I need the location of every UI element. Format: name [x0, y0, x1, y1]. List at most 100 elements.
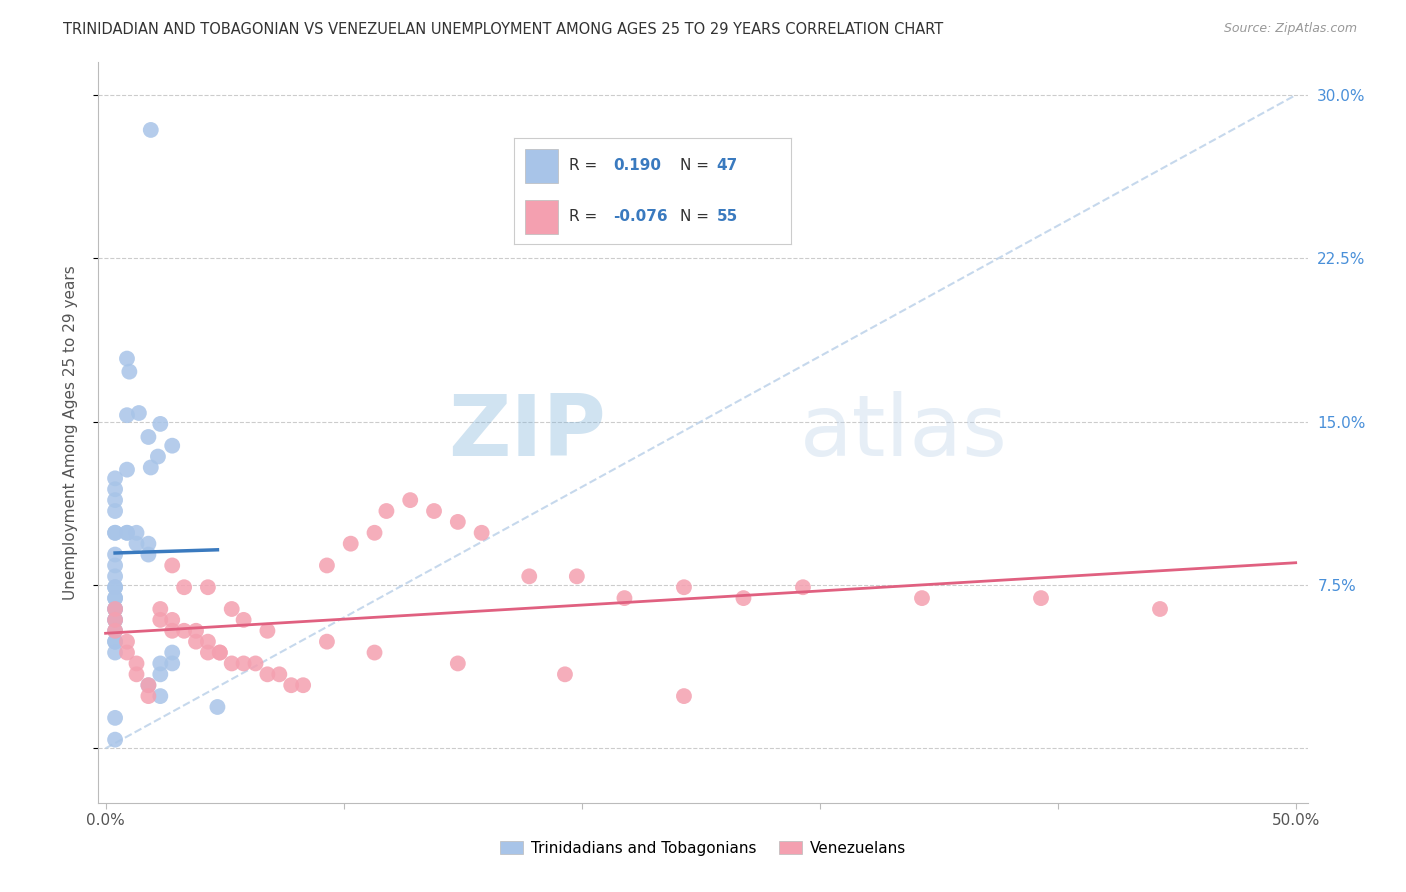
- Point: [115, 634, 138, 648]
- Point: [733, 591, 755, 606]
- Point: [197, 580, 219, 594]
- Point: [104, 624, 127, 638]
- Point: [104, 591, 127, 606]
- Point: [115, 525, 138, 540]
- Text: N =: N =: [681, 158, 714, 173]
- Point: [149, 657, 172, 671]
- Point: [104, 525, 127, 540]
- Point: [792, 580, 814, 594]
- Point: [399, 493, 422, 508]
- Point: [423, 504, 446, 518]
- Point: [363, 525, 385, 540]
- Point: [138, 678, 160, 692]
- Point: [104, 634, 127, 648]
- Point: [232, 613, 254, 627]
- Point: [104, 602, 127, 616]
- Point: [139, 460, 162, 475]
- Point: [138, 536, 160, 550]
- Point: [471, 525, 494, 540]
- Text: atlas: atlas: [800, 391, 1008, 475]
- Point: [447, 657, 470, 671]
- Point: [184, 634, 207, 648]
- Point: [207, 700, 229, 714]
- Point: [316, 634, 339, 648]
- Point: [197, 646, 219, 660]
- Text: -0.076: -0.076: [613, 210, 668, 224]
- Point: [256, 667, 278, 681]
- Point: [115, 646, 138, 660]
- Text: ZIP: ZIP: [449, 391, 606, 475]
- Point: [149, 667, 172, 681]
- Point: [256, 624, 278, 638]
- Point: [316, 558, 339, 573]
- Point: [104, 613, 127, 627]
- Point: [104, 482, 127, 496]
- Point: [197, 634, 219, 648]
- Point: [554, 667, 576, 681]
- Bar: [524, 200, 558, 234]
- Point: [104, 493, 127, 508]
- Point: [125, 657, 148, 671]
- Point: [221, 602, 243, 616]
- Point: [292, 678, 315, 692]
- Point: [115, 351, 138, 366]
- Point: [104, 558, 127, 573]
- Point: [1029, 591, 1052, 606]
- Text: 55: 55: [717, 210, 738, 224]
- Bar: [524, 149, 558, 183]
- Point: [125, 667, 148, 681]
- Point: [104, 613, 127, 627]
- Text: 0.190: 0.190: [613, 158, 662, 173]
- Y-axis label: Unemployment Among Ages 25 to 29 years: Unemployment Among Ages 25 to 29 years: [63, 265, 77, 600]
- Point: [565, 569, 588, 583]
- Point: [149, 602, 172, 616]
- Point: [138, 689, 160, 703]
- Point: [104, 634, 127, 648]
- Point: [139, 123, 162, 137]
- Point: [517, 569, 540, 583]
- Point: [125, 536, 148, 550]
- Point: [138, 678, 160, 692]
- Point: [104, 580, 127, 594]
- Text: 47: 47: [717, 158, 738, 173]
- Point: [104, 504, 127, 518]
- Point: [173, 580, 195, 594]
- Text: R =: R =: [569, 210, 602, 224]
- Point: [104, 580, 127, 594]
- Point: [269, 667, 291, 681]
- Point: [911, 591, 934, 606]
- Point: [149, 689, 172, 703]
- Point: [149, 613, 172, 627]
- Point: [146, 450, 169, 464]
- Point: [104, 525, 127, 540]
- Point: [1149, 602, 1171, 616]
- Point: [138, 430, 160, 444]
- Point: [160, 439, 183, 453]
- Point: [208, 646, 231, 660]
- Point: [104, 548, 127, 562]
- Point: [160, 624, 183, 638]
- Point: [125, 525, 148, 540]
- Text: TRINIDADIAN AND TOBAGONIAN VS VENEZUELAN UNEMPLOYMENT AMONG AGES 25 TO 29 YEARS : TRINIDADIAN AND TOBAGONIAN VS VENEZUELAN…: [63, 22, 943, 37]
- Point: [104, 569, 127, 583]
- Point: [184, 624, 207, 638]
- Point: [613, 591, 636, 606]
- Point: [375, 504, 398, 518]
- Point: [104, 624, 127, 638]
- Point: [104, 711, 127, 725]
- Point: [245, 657, 267, 671]
- Point: [672, 580, 695, 594]
- Point: [104, 613, 127, 627]
- Point: [672, 689, 695, 703]
- Point: [138, 548, 160, 562]
- Point: [115, 462, 138, 476]
- Point: [280, 678, 302, 692]
- Point: [104, 471, 127, 485]
- Point: [104, 591, 127, 606]
- Point: [104, 646, 127, 660]
- Point: [221, 657, 243, 671]
- Point: [115, 408, 138, 422]
- Point: [160, 657, 183, 671]
- Point: [173, 624, 195, 638]
- Point: [232, 657, 254, 671]
